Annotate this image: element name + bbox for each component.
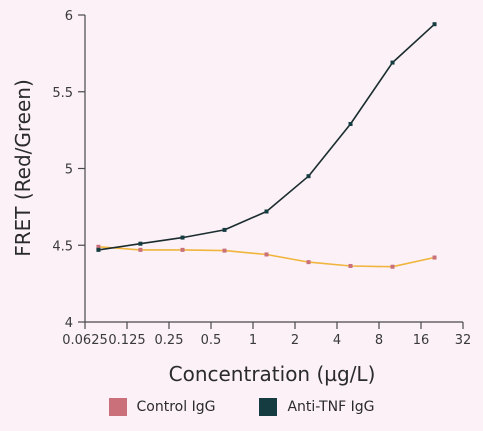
data-point-anti-tnf-igg xyxy=(390,60,395,65)
series-line-control-igg xyxy=(98,246,435,268)
data-point-anti-tnf-igg xyxy=(306,174,311,179)
data-point-control-igg xyxy=(96,244,101,249)
legend-label-control-igg: Control IgG xyxy=(136,399,216,415)
axes: 4 4.5 5 5.5 6 0.0625 0.125 0.25 0.5 1 2 4 8 16 32 xyxy=(52,9,471,348)
x-axis-title: Concentration (µg/L) xyxy=(169,362,376,386)
data-point-anti-tnf-igg xyxy=(348,121,353,126)
data-point-control-igg xyxy=(306,260,311,265)
data-point-control-igg xyxy=(138,247,143,252)
legend: Control IgG Anti-TNF IgG xyxy=(0,398,483,416)
legend-item-control-igg: Control IgG xyxy=(108,398,216,416)
data-point-control-igg xyxy=(432,255,437,260)
x-tick-label: 0.25 xyxy=(155,333,184,348)
data-point-anti-tnf-igg xyxy=(432,22,437,27)
data-point-anti-tnf-igg xyxy=(138,241,143,246)
y-tick-label: 4 xyxy=(65,316,73,331)
data-point-control-igg xyxy=(390,264,395,269)
y-axis-title: FRET (Red/Green) xyxy=(11,79,35,257)
legend-swatch-anti-tnf-igg xyxy=(259,398,278,416)
legend-label-anti-tnf-igg: Anti-TNF IgG xyxy=(287,399,375,415)
data-point-anti-tnf-igg xyxy=(222,227,227,232)
x-tick-label: 0.5 xyxy=(201,333,222,348)
x-tick-label: 1 xyxy=(249,333,257,348)
x-tick-label: 32 xyxy=(455,333,472,348)
x-tick-label: 4 xyxy=(333,333,341,348)
data-point-anti-tnf-igg xyxy=(180,235,185,240)
y-tick-label: 5.5 xyxy=(52,86,73,101)
x-tick-label: 0.125 xyxy=(108,333,145,348)
legend-swatch-control-igg xyxy=(108,398,127,416)
y-tick-label: 6 xyxy=(65,9,73,24)
data-point-anti-tnf-igg xyxy=(264,209,269,214)
series-line-anti-tnf-igg xyxy=(98,23,436,251)
data-point-control-igg xyxy=(348,263,353,268)
data-point-control-igg xyxy=(222,248,227,253)
legend-item-anti-tnf-igg: Anti-TNF IgG xyxy=(259,398,374,416)
series-layer xyxy=(96,22,437,269)
data-point-control-igg xyxy=(180,247,185,252)
x-tick-label: 8 xyxy=(375,333,383,348)
data-point-control-igg xyxy=(264,252,269,257)
x-tick-label: 16 xyxy=(413,333,430,348)
y-tick-label: 4.5 xyxy=(52,239,73,254)
data-point-anti-tnf-igg xyxy=(96,247,101,252)
x-tick-label: 0.0625 xyxy=(62,333,108,348)
y-tick-label: 5 xyxy=(65,163,73,178)
x-tick-label: 2 xyxy=(291,333,299,348)
